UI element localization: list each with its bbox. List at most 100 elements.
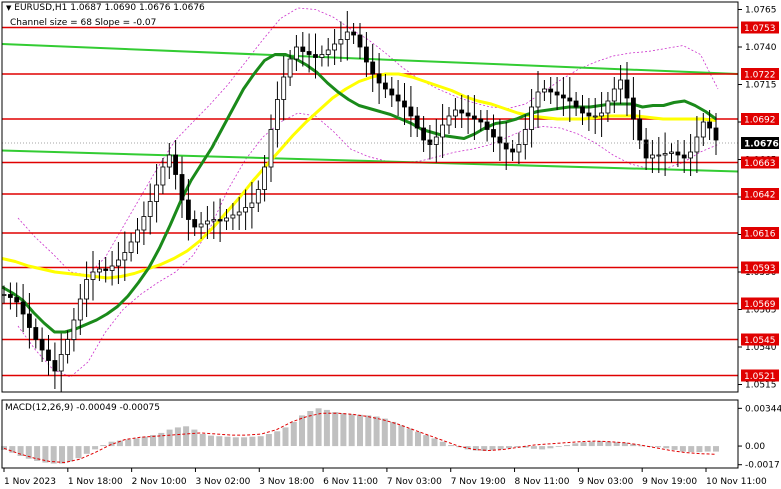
macd-histogram-bar [423,435,430,447]
candle-body [1,294,7,296]
level-label-box [741,21,779,34]
candle-body [491,129,496,138]
macd-y-tick-label: -0.0017 [745,461,780,471]
macd-pane[interactable] [1,408,719,464]
current-price-text: 1.0676 [744,140,779,150]
channel-lower-line [1,149,739,173]
macd-histogram-bar [116,440,123,447]
macd-histogram-bar [274,431,281,447]
candle-body [554,91,560,96]
candle-body [408,106,414,117]
envelope-upper-line [17,7,719,276]
macd-histogram-bar [696,446,703,453]
macd-histogram-bar [150,435,156,447]
candle-body [325,49,331,55]
macd-histogram-bar [1,446,7,450]
candle-body [90,271,96,280]
candle-body [370,61,376,75]
macd-histogram-bar [100,445,107,447]
macd-histogram-bar [323,409,330,447]
dropdown-triangle-icon[interactable]: ▼ [6,4,12,12]
level-label-box [741,369,779,382]
candle-body [688,151,693,159]
macd-histogram-bar [448,445,455,447]
y-tick-label: 1.0740 [745,43,777,53]
macd-histogram-bar [108,441,115,447]
macd-histogram-bar [381,418,388,446]
candle-body [154,184,160,202]
macd-histogram-bar [464,446,471,450]
macd-histogram-bar [439,441,446,447]
candle-body [631,97,636,120]
macd-histogram-bar [630,443,637,447]
candle-body [77,298,83,321]
x-tick-label: 3 Nov 18:00 [259,477,314,487]
candle-body [217,219,223,222]
symbol-ohlc-label: EURUSD,H1 1.0687 1.0690 1.0676 1.0676 [14,3,205,13]
candle-body [14,297,20,303]
candle-body [363,46,369,63]
macd-histogram-bar [249,436,256,446]
price-pane[interactable] [1,7,739,392]
candle-body [204,220,210,225]
candle-body [675,151,681,156]
macd-histogram-bar [431,438,438,447]
macd-histogram-bar [638,445,645,447]
candle-body [166,154,172,168]
macd-histogram-bar [572,443,579,446]
macd-histogram-bar [83,446,90,454]
candle-body [618,79,623,90]
x-tick-label: 3 Nov 02:00 [195,477,250,487]
macd-histogram-bar [50,446,57,464]
candle-body [281,76,287,100]
x-tick-label: 2 Nov 10:00 [132,477,187,487]
level-label-text: 1.0616 [744,230,776,240]
candle-body [459,109,465,114]
level-label-text: 1.0642 [744,191,776,201]
candle-body [319,54,325,58]
macd-histogram-bar [17,446,24,456]
level-label-box [741,156,779,169]
candle-body [46,349,51,361]
x-tick-label: 1 Nov 18:00 [68,477,123,487]
macd-histogram-bar [199,434,206,447]
macd-histogram-bar [158,432,165,447]
candle-body [65,339,70,355]
candle-body [97,268,102,273]
candle-body [611,88,617,102]
candle-body [484,121,490,130]
macd-histogram-bar [290,421,297,446]
candle-body [243,207,249,213]
macd-histogram-bar [183,426,190,446]
candle-body [446,115,452,126]
candle-body [694,136,700,153]
macd-histogram-bar [174,427,181,446]
candle-body [452,109,458,117]
envelope-lower-line [17,112,719,378]
macd-histogram-bar [307,411,314,447]
candle-body [224,217,229,222]
candle-body [300,46,306,52]
macd-histogram-bar [348,414,355,447]
candle-body [681,154,687,159]
candle-body [147,201,153,217]
y-tick-label: 1.0565 [745,306,777,316]
candle-body [211,219,217,222]
macd-histogram-bar [688,446,695,453]
level-label-text: 1.0663 [744,159,776,169]
candle-body [700,121,706,138]
ma-green-line [1,53,717,334]
candle-body [605,100,611,114]
x-tick-label: 6 Nov 11:00 [323,477,378,487]
macd-histogram-bar [530,446,537,449]
macd-histogram-bar [133,438,140,447]
macd-histogram-bar [679,446,686,452]
macd-histogram-bar [489,446,496,451]
header-row: ▼ EURUSD,H1 1.0687 1.0690 1.0676 1.0676 [6,3,205,13]
macd-histogram-bar [224,436,231,446]
candle-body [503,142,509,150]
macd-histogram-bar [621,442,628,447]
macd-histogram-bar [216,436,223,447]
macd-histogram-bar [257,436,264,447]
